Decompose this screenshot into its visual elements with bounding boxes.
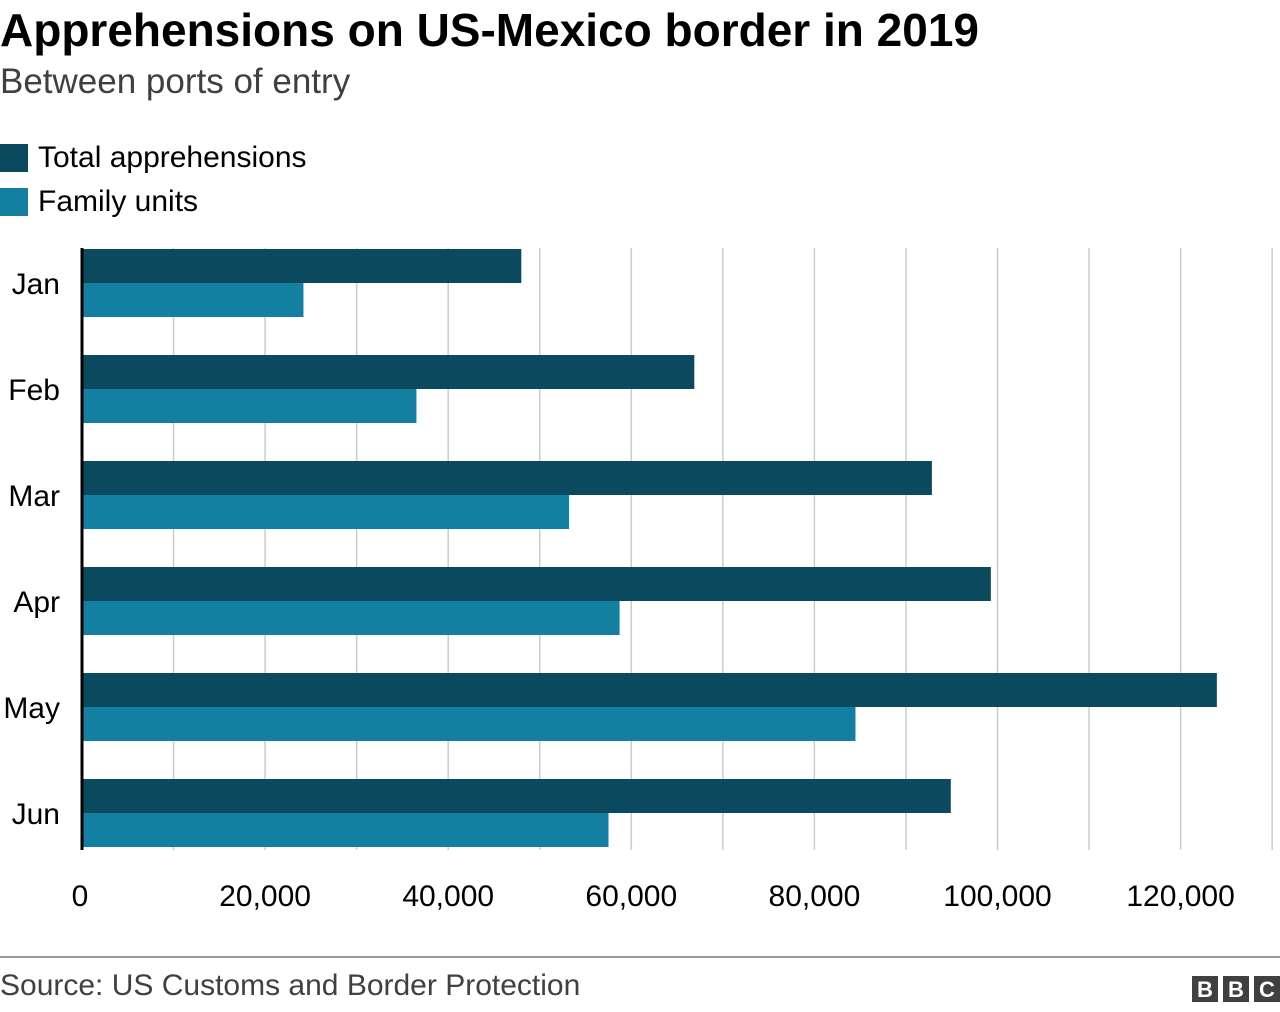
bar-total <box>82 461 932 495</box>
legend-item-family: Family units <box>0 180 307 224</box>
bar-family <box>82 283 304 317</box>
bar-family <box>82 495 570 529</box>
bbc-logo: B B C <box>1192 976 1280 1002</box>
x-tick-label: 60,000 <box>585 880 677 913</box>
bar-family <box>82 707 856 741</box>
legend-label-total: Total apprehensions <box>38 141 307 174</box>
bar-total <box>82 673 1217 707</box>
y-tick-label: May <box>3 692 60 725</box>
bar-total <box>82 355 695 389</box>
y-tick-label: Mar <box>8 480 60 513</box>
bar-total <box>82 567 991 601</box>
svg-text:B: B <box>1228 977 1244 1002</box>
legend-label-family: Family units <box>38 185 199 218</box>
legend-swatch-family <box>0 188 28 216</box>
bar-chart: Jan Feb Mar Apr May Jun 0 20,000 40,000 60,000 80,… <box>3 248 1273 913</box>
legend-item-total: Total apprehensions <box>0 136 307 180</box>
x-tick-label: 80,000 <box>769 880 861 913</box>
footer-divider <box>0 956 1280 958</box>
bar-family <box>82 389 417 423</box>
svg-text:C: C <box>1259 977 1275 1002</box>
chart-title: Apprehensions on US-Mexico border in 201… <box>0 4 979 56</box>
y-tick-label: Jan <box>12 268 60 301</box>
x-tick-label: 120,000 <box>1126 880 1234 913</box>
bar-total <box>82 779 951 813</box>
y-tick-label: Jun <box>12 798 60 831</box>
chart-subtitle: Between ports of entry <box>0 62 351 101</box>
bar-family <box>82 601 620 635</box>
source-note: Source: US Customs and Border Protection <box>0 969 581 1002</box>
y-tick-label: Apr <box>13 586 60 619</box>
bar-family <box>82 813 609 847</box>
svg-text:B: B <box>1197 977 1213 1002</box>
x-tick-label: 40,000 <box>402 880 494 913</box>
legend-swatch-total <box>0 144 28 172</box>
bbc-logo-mark: B B C <box>1192 976 1280 1002</box>
x-tick-label: 20,000 <box>219 880 311 913</box>
legend: Total apprehensions Family units <box>0 136 307 224</box>
y-tick-label: Feb <box>8 374 60 407</box>
x-tick-label: 100,000 <box>943 880 1051 913</box>
bar-total <box>82 249 522 283</box>
x-tick-label: 0 <box>72 880 89 913</box>
